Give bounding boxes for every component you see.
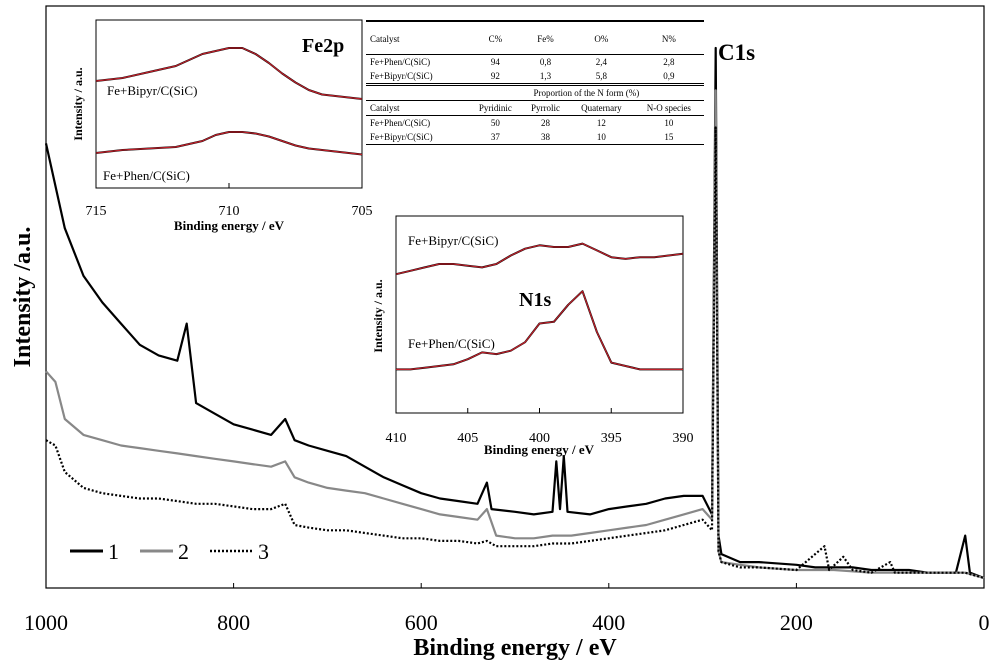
table-cell: Fe+Bipyr/C(SiC) [370,71,433,81]
fe2p-x-tick-label: 715 [86,204,107,219]
legend-label-1: 1 [108,539,119,564]
n1s-x-tick-label: 395 [601,431,622,446]
table-cell: 0,9 [663,71,675,81]
table-row: Fe+Bipyr/C(SiC) 92 1,3 5,8 0,9 [366,69,704,85]
table-subtitle-spacer [366,83,469,101]
table-cell: 94 [468,54,522,69]
n1s-label-bipyr: Fe+Bipyr/C(SiC) [408,233,498,248]
fe2p-label-bipyr: Fe+Bipyr/C(SiC) [107,83,197,98]
table-header-cell: Catalyst [366,100,469,116]
fe2p-fit-line-1 [95,47,363,100]
table-cell: 12 [569,115,634,130]
table-cell: 5,8 [595,71,607,81]
table-header-row: Catalyst Pyridinic Pyrrolic Quaternary N… [366,100,704,116]
n1s-x-tick-label: 390 [673,431,694,446]
table-cell: 92 [490,71,500,81]
n1s-x-tick-label: 400 [529,431,550,446]
table-row: Fe+Phen/C(SiC) 50 28 12 10 [366,115,704,130]
fe2p-inset: 715 710 705 Fe2p Binding energy / eV Inten… [71,19,373,233]
n1s-fit-line-2 [396,290,683,370]
legend-label-2: 2 [178,539,189,564]
main-x-tick-label: 400 [592,610,625,635]
fe2p-y-axis-label: Intensity / a.u. [71,67,85,140]
main-series-line-2 [45,89,985,580]
table-cell: 37 [468,130,522,145]
fe2p-title: Fe2p [302,35,344,57]
composition-table: Catalyst C% Fe% O% N% Fe+Phen/C(SiC) 94 … [366,20,704,145]
main-y-axis-label: Intensity /a.u. [10,227,36,368]
table-cell: 50 [468,115,522,130]
table-subtitle: Proportion of the N form (%) [468,83,704,101]
n1s-label-phen: Fe+Phen/C(SiC) [408,336,495,351]
table-row: Fe+Phen/C(SiC) 94 0,8 2,4 2,8 [366,54,704,69]
n1s-inset-frame [395,215,684,414]
main-series-line-3 [45,126,985,580]
table-header-cell: C% [468,20,522,55]
main-x-tick-label: 1000 [24,610,68,635]
fe2p-x-axis-label: Binding energy / eV [174,218,285,233]
table-header-cell: Pyridinic [468,100,522,116]
table-header-cell: Catalyst [366,20,469,55]
n1s-x-axis-label: Binding energy / eV [484,442,595,457]
table-header-cell: Pyrrolic [521,100,570,116]
n1s-x-tick-label: 405 [457,431,478,446]
main-x-ticks: 1000 800 600 400 200 0 [24,583,990,635]
table-cell: Fe+Phen/C(SiC) [366,54,469,69]
table-cell: 2,8 [633,54,704,69]
fe2p-x-tick-label: 705 [352,204,373,219]
main-x-tick-label: 200 [780,610,813,635]
table-header-cell: Quaternary [569,100,634,116]
n1s-x-ticks: 410 405 400 395 390 [386,408,694,446]
fe2p-x-tick-label: 710 [219,204,240,219]
table-cell: 28 [521,115,570,130]
main-x-tick-label: 800 [217,610,250,635]
table-header-cell: N-O species [633,100,704,116]
table-header-row: Catalyst C% Fe% O% N% [366,20,704,55]
table-cell: 0,8 [521,54,570,69]
table-cell: 1,3 [539,71,552,81]
main-x-axis-label: Binding energy / eV [413,635,617,661]
table-header-cell: Fe% [521,20,570,55]
main-series-group [44,46,985,580]
n1s-x-tick-label: 410 [386,431,407,446]
n1s-y-axis-label: Intensity / a.u. [371,279,385,352]
n1s-title: N1s [519,289,551,311]
table-cell: 10 [633,115,704,130]
main-plot-frame [45,5,985,589]
fe2p-series-group [95,47,363,156]
table-row: Fe+Bipyr/C(SiC) 37 38 10 15 [366,130,704,145]
legend: 1 2 3 [70,539,269,564]
main-x-tick-label: 600 [405,610,438,635]
fe2p-x-ticks: 715 710 705 [86,183,373,219]
fe2p-label-phen: Fe+Phen/C(SiC) [103,168,190,183]
table-cell: 15 [633,130,704,145]
legend-label-3: 3 [258,539,269,564]
n1s-fit-line-1 [395,243,684,275]
table-cell: 38 [521,130,570,145]
table-cell: 10 [569,130,634,145]
table-cell: Fe+Phen/C(SiC) [366,115,469,130]
table-cell: 2,4 [569,54,634,69]
c1s-peak-label: C1s [718,40,755,65]
table-header-cell: N% [633,20,704,55]
main-x-tick-label: 0 [979,610,990,635]
table-cell: Fe+Bipyr/C(SiC) [366,130,469,145]
n1s-series-group [395,242,684,371]
table-header-cell: O% [569,20,634,55]
fe2p-fit-line-2 [95,131,363,156]
main-series-line-1 [44,46,985,580]
table-subtitle-row: Proportion of the N form (%) [366,83,704,101]
n1s-inset: 410 405 400 395 390 N1s Binding energy / eV … [371,215,694,457]
